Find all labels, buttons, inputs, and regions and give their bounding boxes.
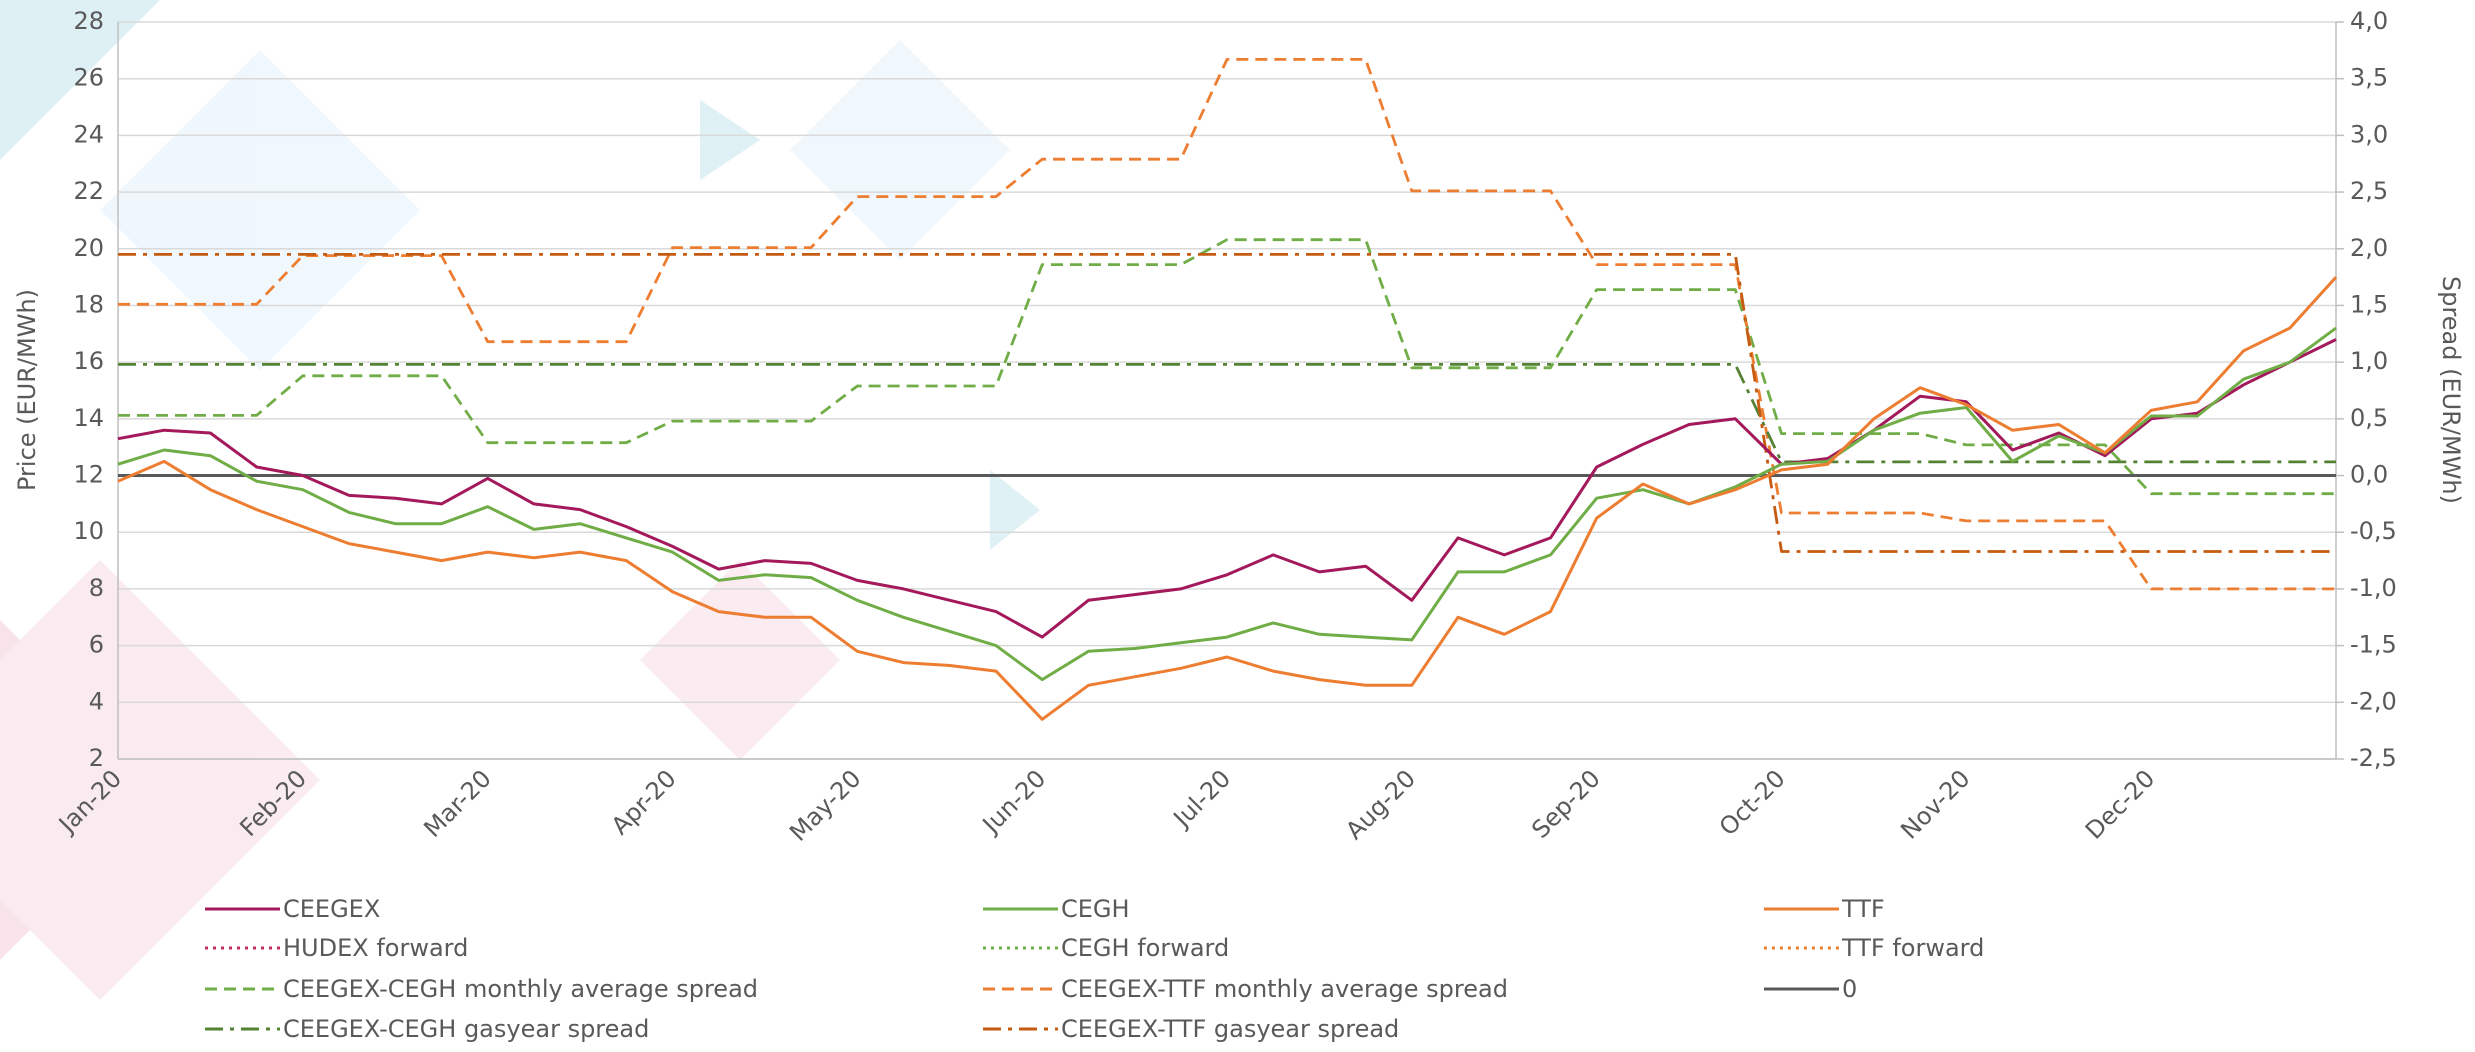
y2-tick-label: 0,5	[2350, 404, 2388, 432]
series-line	[118, 340, 2336, 638]
x-tick-label: Aug-20	[1340, 764, 1421, 845]
y2-tick-label: -2,0	[2350, 687, 2397, 715]
y-axis-title: Price (EUR/MWh)	[13, 289, 41, 491]
x-tick-label: Mar-20	[418, 764, 496, 842]
y-tick-label: 20	[73, 234, 104, 262]
legend-label: CEGH forward	[1061, 934, 1229, 962]
y-tick-label: 24	[73, 120, 104, 148]
chart: Price (EUR/MWh) Spread (EUR/MWh) 2468101…	[0, 0, 2475, 1048]
x-tick-label: Jun-20	[976, 764, 1051, 839]
legend-label: HUDEX forward	[283, 934, 468, 962]
series-line	[118, 240, 2336, 494]
y2-tick-label: 2,5	[2350, 177, 2388, 205]
y2-tick-label: -0,5	[2350, 517, 2397, 545]
series-line	[118, 328, 2336, 679]
series-line	[118, 254, 2336, 551]
y-tick-label: 14	[73, 404, 104, 432]
y-tick-label: 4	[89, 687, 104, 715]
y2-axis-title: Spread (EUR/MWh)	[2437, 276, 2465, 504]
legend-item: HUDEX forward	[205, 934, 468, 962]
legend-item: CEGH forward	[983, 934, 1229, 962]
x-tick-label: May-20	[784, 764, 866, 846]
x-tick-label: Nov-20	[1895, 764, 1975, 844]
x-tick-label: Oct-20	[1714, 764, 1791, 841]
legend-item: CEGH	[983, 895, 1130, 923]
legend-item: CEEGEX-CEGH monthly average spread	[205, 975, 758, 1003]
y-tick-label: 22	[73, 177, 104, 205]
legend-label: CEEGEX	[283, 895, 380, 923]
y2-tick-label: 4,0	[2350, 7, 2388, 35]
y2-tick-label: -2,5	[2350, 744, 2397, 772]
y-tick-label: 2	[89, 744, 104, 772]
legend-item: CEEGEX-TTF gasyear spread	[983, 1015, 1399, 1043]
legend-label: 0	[1842, 975, 1857, 1003]
legend-item: TTF forward	[1764, 934, 1984, 962]
legend-label: CEEGEX-TTF gasyear spread	[1061, 1015, 1399, 1043]
x-tick-label: Sep-20	[1526, 764, 1606, 844]
y-tick-label: 28	[73, 7, 104, 35]
legend-item: 0	[1764, 975, 1857, 1003]
legend-label: CEEGEX-CEGH monthly average spread	[283, 975, 758, 1003]
legend-label: CEEGEX-CEGH gasyear spread	[283, 1015, 649, 1043]
legend-item: CEEGEX-TTF monthly average spread	[983, 975, 1508, 1003]
x-tick-label: Apr-20	[606, 764, 682, 840]
y2-tick-label: -1,5	[2350, 631, 2397, 659]
y2-tick-label: 0,0	[2350, 461, 2388, 489]
y-tick-label: 10	[73, 517, 104, 545]
y-tick-label: 6	[89, 631, 104, 659]
legend-label: CEEGEX-TTF monthly average spread	[1061, 975, 1508, 1003]
x-tick-label: Jul-20	[1167, 764, 1236, 833]
legend-item: CEEGEX	[205, 895, 380, 923]
y-tick-label: 8	[89, 574, 104, 602]
series-line	[118, 59, 2336, 589]
legend-item: CEEGEX-CEGH gasyear spread	[205, 1015, 649, 1043]
legend-label: CEGH	[1061, 895, 1130, 923]
y2-tick-label: 2,0	[2350, 234, 2388, 262]
y-tick-label: 18	[73, 290, 104, 318]
y2-tick-label: 1,0	[2350, 347, 2388, 375]
series-line	[118, 364, 2336, 462]
y-tick-label: 12	[73, 461, 104, 489]
y-tick-label: 26	[73, 64, 104, 92]
y2-tick-label: 1,5	[2350, 290, 2388, 318]
legend-label: TTF forward	[1841, 934, 1984, 962]
y2-tick-label: -1,0	[2350, 574, 2397, 602]
y2-tick-label: 3,5	[2350, 64, 2388, 92]
y-tick-label: 16	[73, 347, 104, 375]
legend-item: TTF	[1764, 895, 1885, 923]
background-decoration	[0, 0, 1040, 1000]
x-tick-label: Dec-20	[2080, 764, 2160, 844]
legend-label: TTF	[1841, 895, 1885, 923]
y2-tick-label: 3,0	[2350, 120, 2388, 148]
